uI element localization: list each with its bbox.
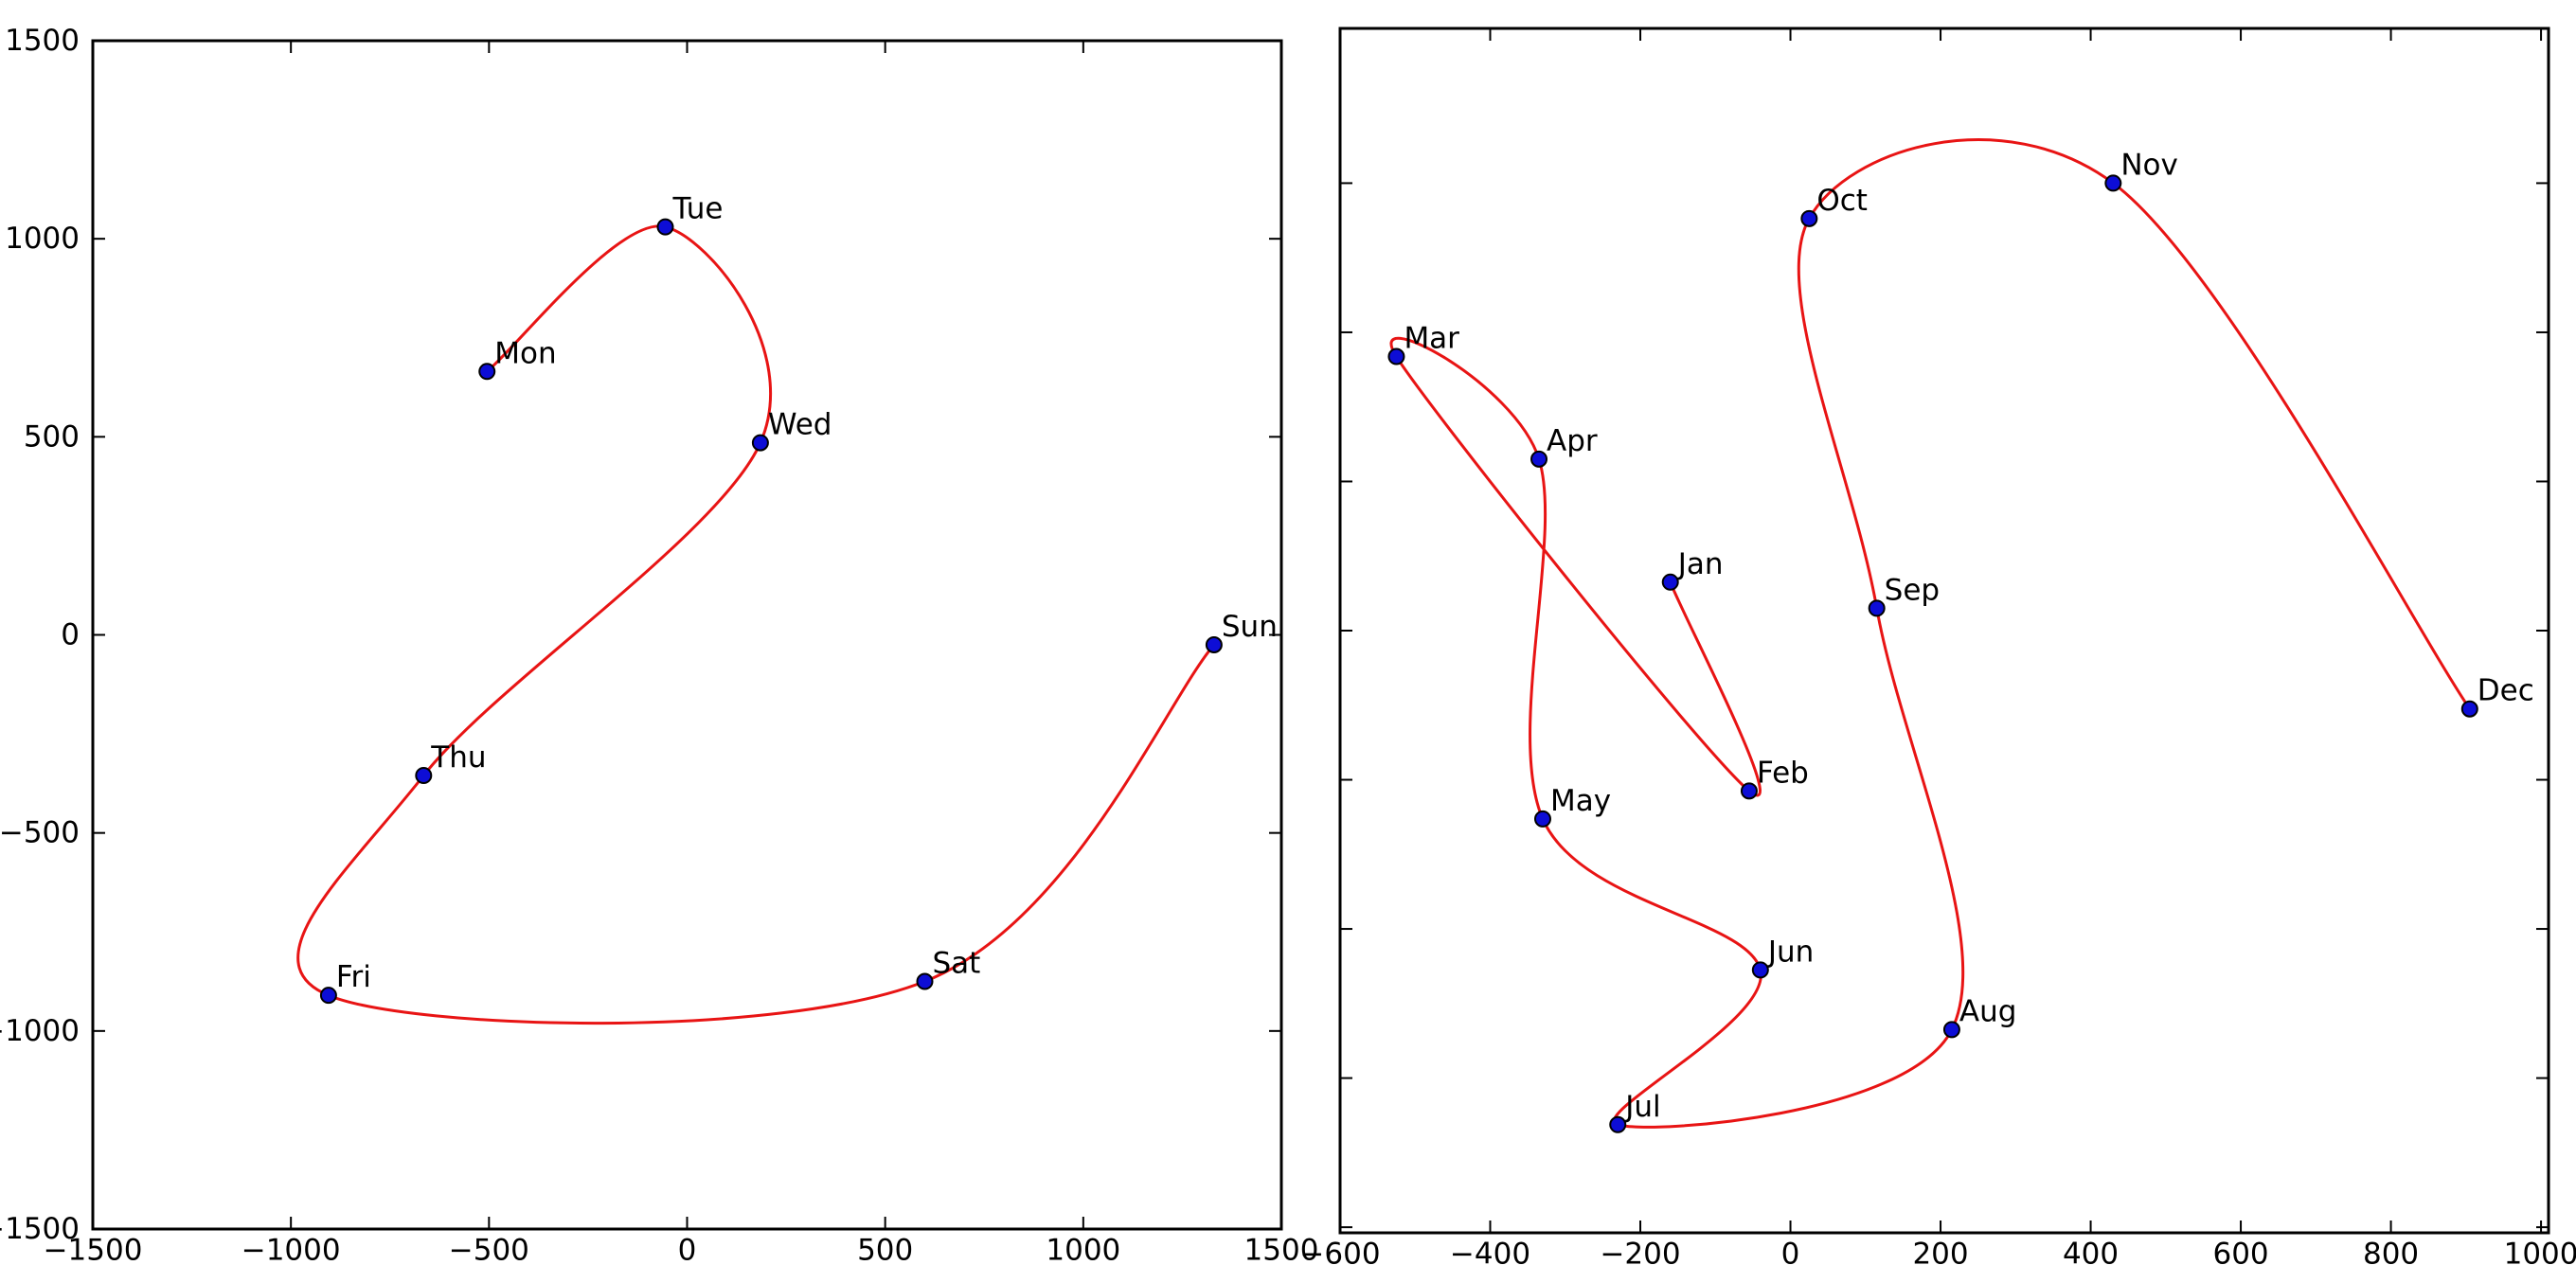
months-point-label-oct: Oct [1816, 184, 1868, 218]
months-xtick-label: −200 [1600, 1237, 1680, 1271]
weekdays-point-marker-sun [1205, 635, 1223, 653]
weekdays-xtick-label: 0 [678, 1233, 697, 1267]
weekdays-point-label-mon: Mon [494, 336, 556, 370]
months-axes-frame [1338, 27, 2550, 1235]
months-point-label-jan: Jan [1676, 547, 1724, 581]
weekdays-plot: −1500 −1000 −500 0 500 1000 1500 1500 1000 500 0 −5… [0, 24, 1318, 1267]
weekdays-point-label-thu: Thu [430, 740, 486, 775]
weekdays-ytick-label: −1000 [0, 1014, 80, 1048]
months-point-marker-sep [1868, 599, 1886, 617]
weekdays-xtick-label: 500 [857, 1233, 913, 1267]
months-point-marker-jun [1751, 961, 1769, 979]
months-point-marker-jul [1609, 1115, 1627, 1133]
weekdays-point-marker-fri [319, 987, 337, 1005]
weekdays-point-marker-wed [751, 434, 769, 452]
weekdays-ytick-label: −500 [0, 816, 80, 850]
months-xtick-label: 800 [2363, 1237, 2419, 1271]
weekdays-ytick-label: 1000 [5, 222, 80, 256]
months-point-label-nov: Nov [2120, 148, 2178, 182]
weekdays-point-marker-tue [656, 218, 674, 236]
months-point-label-jun: Jun [1766, 935, 1814, 969]
months-point-marker-jan [1661, 573, 1679, 591]
weekdays-point-marker-thu [415, 767, 433, 785]
months-point-label-aug: Aug [1959, 994, 2017, 1028]
weekdays-point-label-fri: Fri [336, 960, 371, 994]
months-point-marker-feb [1740, 782, 1758, 800]
months-point-label-apr: Apr [1547, 424, 1598, 458]
weekdays-series-line [296, 224, 1216, 1025]
months-xtick-label: −400 [1450, 1237, 1530, 1271]
months-series-line [1389, 138, 2472, 1129]
months-point-marker-aug [1942, 1021, 1960, 1039]
months-point-marker-may [1533, 810, 1551, 828]
months-xtick-label: 400 [2063, 1237, 2119, 1271]
weekdays-point-label-wed: Wed [768, 408, 832, 442]
months-point-marker-nov [2104, 174, 2122, 192]
weekdays-ytick-label: −1500 [0, 1212, 80, 1246]
weekdays-point-marker-mon [478, 363, 496, 381]
weekdays-ytick-label: 1500 [5, 24, 80, 58]
weekdays-ytick-label: 500 [24, 419, 80, 454]
months-xtick-label: −600 [1299, 1237, 1380, 1271]
months-point-label-sep: Sep [1885, 573, 1940, 607]
weekdays-point-marker-sat [916, 972, 934, 990]
weekdays-xtick-label: 1500 [1244, 1233, 1319, 1267]
weekdays-point-label-sun: Sun [1222, 610, 1278, 644]
months-point-label-dec: Dec [2478, 674, 2534, 708]
weekdays-xtick-label: −1500 [44, 1233, 143, 1267]
months-point-marker-oct [1800, 209, 1818, 227]
months-point-marker-mar [1387, 347, 1405, 365]
months-point-label-feb: Feb [1757, 756, 1809, 790]
months-plot: −600 −400 −200 0 200 400 600 800 1000 Jan Feb Mar Ap… [1299, 27, 2576, 1271]
weekdays-point-label-sat: Sat [933, 947, 981, 981]
months-point-marker-apr [1530, 450, 1548, 468]
months-point-label-jul: Jul [1623, 1090, 1660, 1124]
months-point-label-may: May [1550, 784, 1611, 818]
months-point-label-mar: Mar [1404, 322, 1459, 356]
months-point-marker-dec [2460, 700, 2478, 718]
weekdays-xtick-label: 1000 [1046, 1233, 1120, 1267]
weekdays-xtick-label: −1000 [242, 1233, 341, 1267]
weekdays-point-label-tue: Tue [671, 192, 723, 226]
months-xtick-label: 200 [1912, 1237, 1968, 1271]
weekdays-ytick-label: 0 [61, 618, 80, 652]
months-xtick-label: 1000 [2504, 1237, 2576, 1271]
months-xtick-label: 0 [1781, 1237, 1800, 1271]
months-xtick-label: 600 [2212, 1237, 2268, 1271]
weekdays-xtick-label: −500 [449, 1233, 529, 1267]
